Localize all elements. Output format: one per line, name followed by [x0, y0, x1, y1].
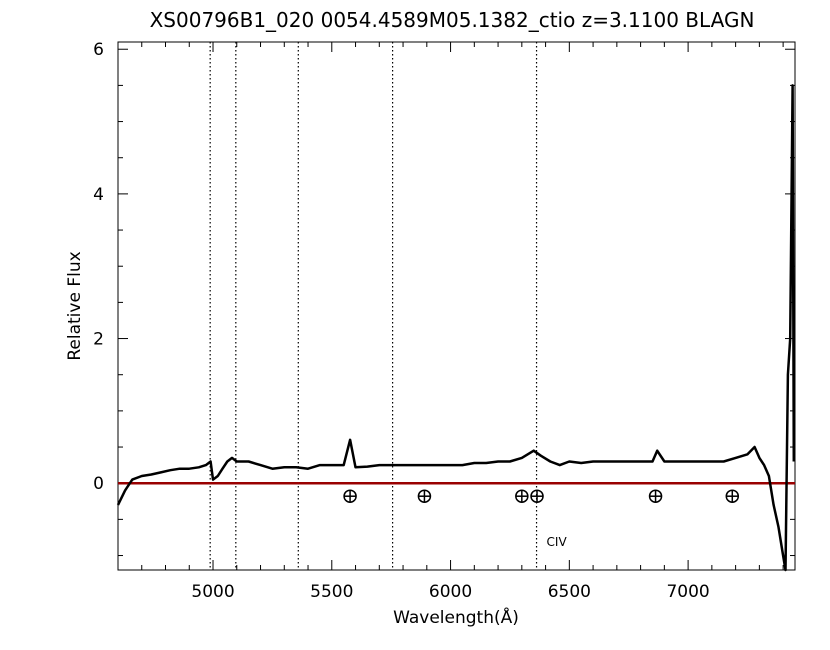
- y-axis-label: Relative Flux: [65, 251, 85, 360]
- x-axis: 5000 5500 6000 6500 7000: [141, 42, 784, 602]
- y-tick-label: 4: [93, 185, 104, 205]
- spectrum-layer: [116, 84, 796, 572]
- x-tick-label: 5500: [310, 582, 353, 602]
- y-axis: 0 2 4 6: [93, 40, 795, 557]
- x-axis-label: Wavelength(Å): [393, 606, 519, 628]
- x-tick-label: 5000: [191, 582, 234, 602]
- y-tick-label: 6: [93, 40, 104, 60]
- emission-line-label: CIV: [547, 535, 568, 549]
- x-tick-label: 6000: [429, 582, 472, 602]
- x-tick-label: 7000: [666, 582, 709, 602]
- plot-area: 5000 5500 6000 6500 7000 0 2 4 6 CIV: [93, 40, 796, 602]
- emission-line-markers: CIV: [209, 42, 568, 570]
- x-tick-label: 6500: [548, 582, 591, 602]
- chart-title: XS00796B1_020 0054.4589M05.1382_ctio z=3…: [150, 8, 755, 32]
- y-tick-label: 2: [93, 330, 104, 350]
- telluric-markers: [343, 489, 740, 503]
- y-tick-label: 0: [93, 474, 104, 494]
- spectrum-series-line: [116, 84, 796, 572]
- plot-frame: [117, 41, 796, 571]
